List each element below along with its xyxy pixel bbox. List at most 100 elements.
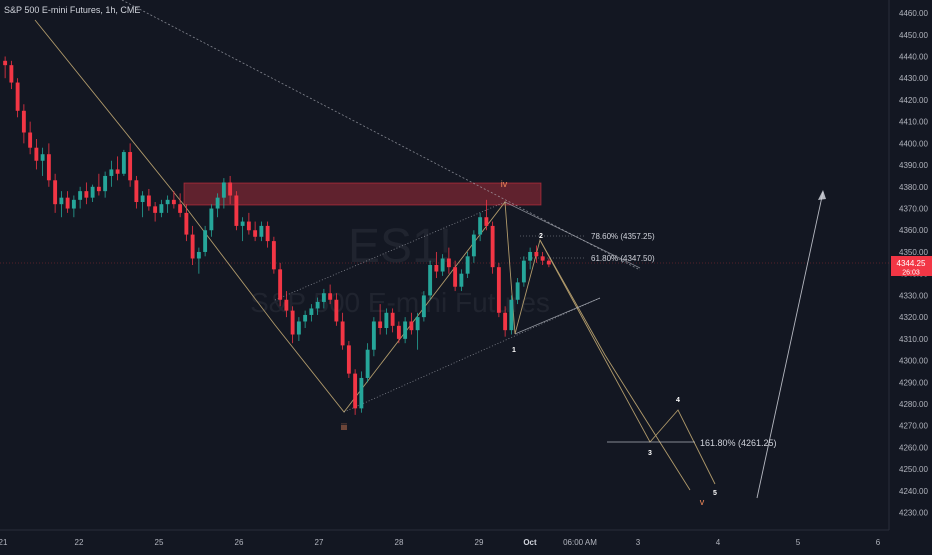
candle-body[interactable] — [78, 191, 83, 200]
candle-body[interactable] — [321, 293, 326, 302]
candle-body[interactable] — [203, 230, 208, 252]
candle-body[interactable] — [90, 186, 95, 198]
candle-body[interactable] — [115, 169, 120, 174]
candle-body[interactable] — [184, 212, 189, 235]
candle-body[interactable] — [403, 321, 408, 339]
candle-body[interactable] — [190, 234, 195, 259]
candle-body[interactable] — [503, 312, 508, 331]
candle-body[interactable] — [84, 191, 89, 198]
candle-body[interactable] — [421, 295, 426, 318]
candle-body[interactable] — [265, 225, 270, 242]
candle-body[interactable] — [290, 310, 295, 335]
candles-group[interactable] — [3, 56, 551, 415]
candle-body[interactable] — [28, 132, 33, 148]
candle-body[interactable] — [353, 373, 358, 409]
candle-body[interactable] — [409, 321, 414, 331]
candle-body[interactable] — [165, 199, 170, 205]
candle-body[interactable] — [546, 260, 551, 265]
candle-body[interactable] — [71, 199, 76, 209]
candle-body[interactable] — [396, 325, 401, 339]
candle-body[interactable] — [128, 152, 133, 181]
candle-body[interactable] — [428, 265, 433, 296]
candle-body[interactable] — [496, 267, 501, 313]
candle-body[interactable] — [215, 197, 220, 209]
candle-body[interactable] — [140, 195, 145, 203]
candle-body[interactable] — [471, 234, 476, 257]
candle-body[interactable] — [65, 197, 70, 209]
candle-body[interactable] — [465, 256, 470, 274]
forecast-arrow-line[interactable] — [756, 191, 824, 499]
candle-body[interactable] — [371, 321, 376, 350]
candle-body[interactable] — [340, 321, 345, 346]
bottom-channel-solid[interactable] — [514, 297, 601, 335]
candle-body[interactable] — [509, 299, 514, 331]
candle-body[interactable] — [521, 260, 526, 283]
candle-body[interactable] — [103, 175, 108, 192]
candle-body[interactable] — [415, 317, 420, 331]
candle-body[interactable] — [453, 267, 458, 287]
candle-body[interactable] — [309, 308, 314, 315]
candle-body[interactable] — [540, 256, 545, 261]
supply-zone-rect[interactable] — [183, 182, 542, 206]
candle-body[interactable] — [434, 265, 439, 272]
candle-body[interactable] — [346, 345, 351, 374]
candle-body[interactable] — [109, 169, 114, 176]
candle-body[interactable] — [228, 182, 233, 196]
candle-body[interactable] — [134, 180, 139, 203]
candle-body[interactable] — [171, 199, 176, 205]
candle-body[interactable] — [196, 251, 201, 259]
candle-body[interactable] — [515, 282, 520, 300]
candle-body[interactable] — [96, 186, 101, 192]
candle-body[interactable] — [15, 82, 20, 111]
candle-body[interactable] — [440, 258, 445, 272]
candle-body[interactable] — [209, 208, 214, 231]
candle-body[interactable] — [296, 321, 301, 335]
fib-161-label: 161.80% (4261.25) — [700, 438, 777, 448]
candle-body[interactable] — [459, 273, 464, 287]
candle-body[interactable] — [390, 312, 395, 326]
candle-body[interactable] — [446, 258, 451, 268]
candle-body[interactable] — [534, 251, 539, 257]
candle-body[interactable] — [478, 217, 483, 235]
candle-body[interactable] — [34, 147, 39, 161]
candle-body[interactable] — [246, 221, 251, 231]
candle-body[interactable] — [240, 221, 245, 226]
candle-body[interactable] — [334, 299, 339, 322]
candle-body[interactable] — [9, 65, 14, 83]
candle-body[interactable] — [178, 204, 183, 213]
channel-mid-line[interactable] — [504, 201, 641, 269]
candle-body[interactable] — [53, 180, 58, 205]
candle-body[interactable] — [359, 377, 364, 409]
candle-body[interactable] — [303, 314, 308, 322]
candle-body[interactable] — [271, 241, 276, 270]
candle-body[interactable] — [40, 154, 45, 161]
candle-body[interactable] — [46, 154, 51, 181]
candle-body[interactable] — [315, 301, 320, 309]
candle-body[interactable] — [528, 251, 533, 261]
candle-body[interactable] — [384, 312, 389, 328]
candle-body[interactable] — [146, 195, 151, 207]
candle-body[interactable] — [278, 269, 283, 300]
candle-body[interactable] — [490, 225, 495, 268]
candle-body[interactable] — [253, 230, 258, 237]
candle-body[interactable] — [159, 204, 164, 213]
candle-body[interactable] — [121, 152, 126, 174]
candle-body[interactable] — [3, 60, 8, 66]
time-axis[interactable]: 21 22 25 26 27 28 29 Oct 06:00 AM 3 4 5 6 — [0, 538, 881, 547]
forecast-wave-small[interactable] — [539, 239, 716, 485]
candle-body[interactable] — [21, 110, 26, 133]
candle-body[interactable] — [365, 349, 370, 378]
candle-body[interactable] — [328, 293, 333, 300]
candle-body[interactable] — [153, 206, 158, 213]
candle-body[interactable] — [284, 299, 289, 311]
candle-body[interactable] — [378, 321, 383, 328]
descending-trendline[interactable] — [121, 0, 641, 271]
candle-body[interactable] — [221, 182, 226, 198]
candle-body[interactable] — [234, 195, 239, 226]
candle-body[interactable] — [59, 197, 64, 205]
candle-body[interactable] — [259, 225, 264, 237]
symbol-title[interactable]: S&P 500 E-mini Futures, 1h, CME — [4, 5, 141, 15]
candle-body[interactable] — [484, 217, 489, 226]
